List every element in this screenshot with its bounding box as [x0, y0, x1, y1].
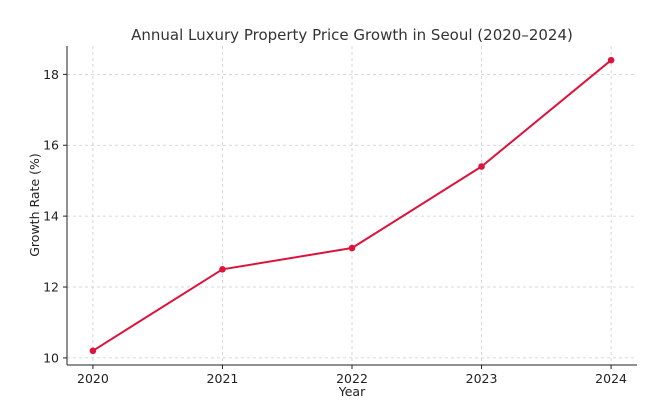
chart-title: Annual Luxury Property Price Growth in S…	[131, 26, 573, 44]
y-tick-label: 14	[43, 209, 59, 224]
data-point	[348, 244, 356, 252]
x-tick-label: 2023	[466, 371, 498, 386]
data-point	[219, 266, 226, 273]
tick-labels: 2020 2021 2022 2023 2024 10 12 14 16 18	[43, 67, 627, 386]
y-tick-label: 18	[43, 67, 59, 82]
x-axis-label: Year	[338, 384, 366, 399]
series-layer	[89, 56, 615, 355]
x-tick-label: 2021	[207, 371, 239, 386]
grid-lines	[67, 46, 637, 365]
y-tick-label: 10	[43, 350, 59, 365]
x-tick-label: 2024	[595, 371, 627, 386]
y-tick-label: 12	[43, 280, 59, 295]
x-tick-label: 2022	[336, 371, 368, 386]
y-axis-label: Growth Rate (%)	[27, 153, 42, 257]
data-point	[478, 163, 485, 170]
data-point	[89, 347, 97, 355]
x-tick-label: 2020	[77, 371, 109, 386]
series-line	[92, 59, 612, 352]
y-tick-label: 16	[43, 138, 59, 153]
data-point	[607, 56, 615, 64]
